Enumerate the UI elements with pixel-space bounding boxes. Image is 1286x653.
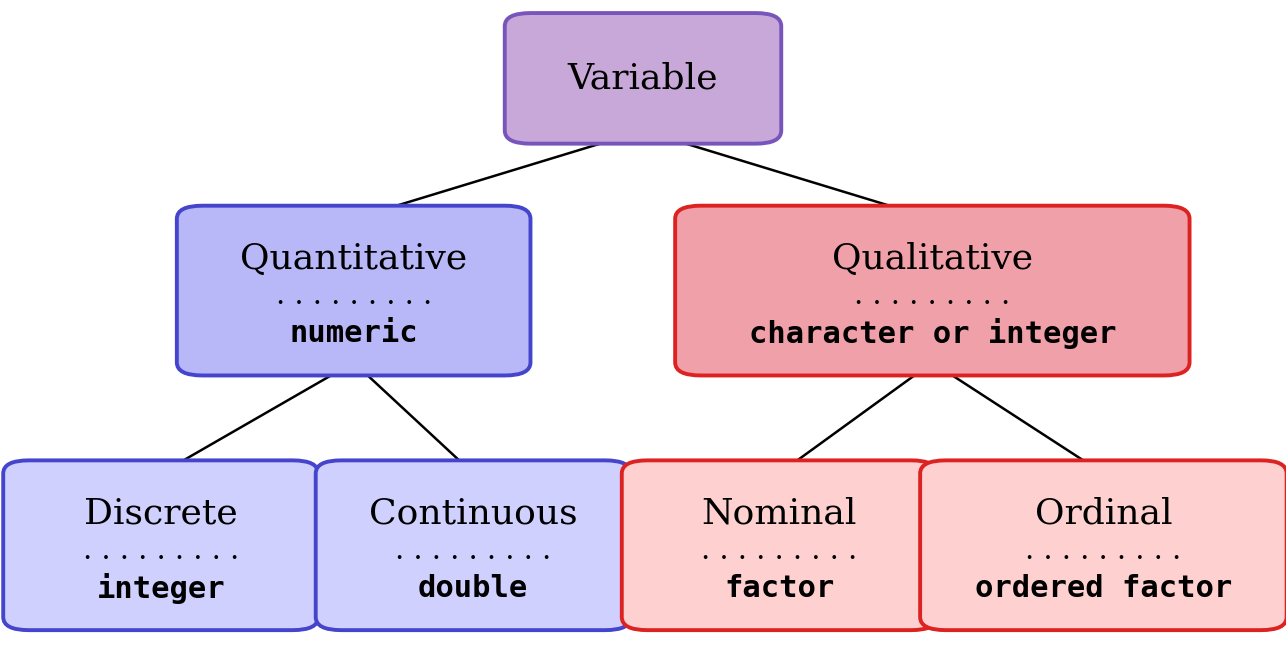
Text: Nominal: Nominal — [702, 497, 856, 531]
Text: Ordinal: Ordinal — [1034, 497, 1173, 531]
FancyBboxPatch shape — [177, 206, 531, 375]
Text: character or integer: character or integer — [748, 318, 1116, 349]
FancyBboxPatch shape — [921, 460, 1286, 630]
Text: . . . . . . . . .: . . . . . . . . . — [701, 537, 858, 565]
Text: . . . . . . . . .: . . . . . . . . . — [82, 537, 239, 565]
FancyBboxPatch shape — [504, 13, 781, 144]
FancyBboxPatch shape — [4, 460, 319, 630]
Text: integer: integer — [96, 573, 225, 604]
Text: . . . . . . . . .: . . . . . . . . . — [854, 282, 1011, 310]
Text: double: double — [418, 574, 529, 603]
Text: numeric: numeric — [289, 319, 418, 348]
Text: Quantitative: Quantitative — [240, 242, 467, 276]
Text: . . . . . . . . .: . . . . . . . . . — [1025, 537, 1182, 565]
FancyBboxPatch shape — [622, 460, 936, 630]
Text: Variable: Variable — [567, 61, 719, 95]
FancyBboxPatch shape — [675, 206, 1190, 375]
Text: . . . . . . . . .: . . . . . . . . . — [275, 282, 432, 310]
Text: . . . . . . . . .: . . . . . . . . . — [395, 537, 552, 565]
Text: Continuous: Continuous — [369, 497, 577, 531]
Text: Qualitative: Qualitative — [832, 242, 1033, 276]
Text: ordered factor: ordered factor — [975, 574, 1232, 603]
Text: factor: factor — [724, 574, 835, 603]
FancyBboxPatch shape — [316, 460, 630, 630]
Text: Discrete: Discrete — [84, 497, 238, 531]
